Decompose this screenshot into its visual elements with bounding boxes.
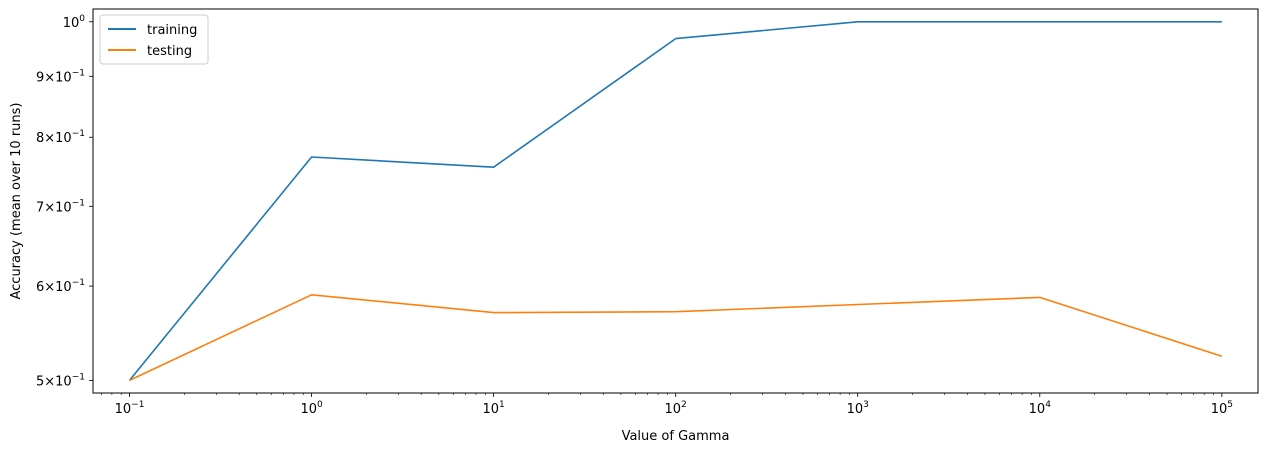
x-tick-label: 104 (1029, 400, 1052, 417)
legend-label-testing: testing (147, 44, 192, 59)
x-tick-label: 102 (665, 400, 687, 417)
series-layer (128, 20, 1223, 382)
x-tick-label: 103 (847, 400, 869, 417)
plot-frame (92, 8, 1259, 394)
x-axis-ticks: 10−1 100 101 102 103 104 105 (115, 393, 1233, 417)
series-line-training (128, 20, 1222, 381)
y-tick-label: 100 (63, 14, 86, 31)
y-tick-label: 7×10−1 (36, 198, 85, 215)
y-tick-label: 5×10−1 (36, 372, 85, 389)
y-tick-label: 9×10−1 (36, 68, 85, 85)
x-tick-label: 101 (482, 400, 504, 417)
y-tick-label: 6×10−1 (36, 278, 85, 295)
x-axis-label: Value of Gamma (622, 429, 730, 444)
x-tick-label: 10−1 (115, 400, 145, 417)
legend-box (99, 14, 209, 65)
y-tick-label: 8×10−1 (36, 129, 85, 146)
series-line-testing (129, 293, 1223, 382)
x-tick-label: 100 (300, 400, 323, 417)
y-axis-label: Accuracy (mean over 10 runs) (9, 102, 24, 299)
legend: training testing (99, 14, 209, 65)
y-axis-ticks: 5×10−1 6×10−1 7×10−1 8×10−1 9×10−1 100 (36, 14, 93, 389)
legend-label-training: training (147, 23, 197, 38)
x-tick-label: 105 (1211, 400, 1233, 417)
